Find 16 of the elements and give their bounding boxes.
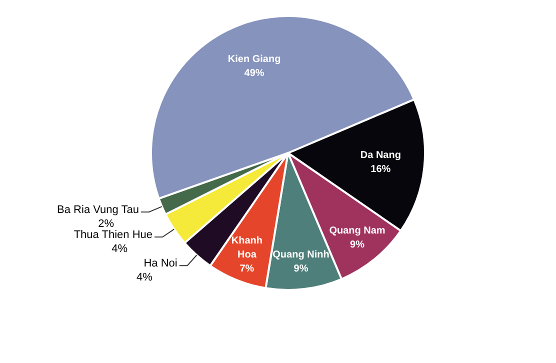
slice-label: Thua Thien Hue bbox=[74, 229, 153, 242]
slice-label: Quang Ninh bbox=[272, 250, 330, 261]
data-label: 7% bbox=[240, 263, 254, 274]
data-label: 16% bbox=[370, 164, 391, 176]
slice-label: Khanh Hoa bbox=[231, 235, 262, 260]
data-label: 9% bbox=[294, 264, 308, 275]
slice-label: Ba Ria Vung Tau bbox=[57, 204, 140, 216]
data-label: 9% bbox=[350, 240, 365, 251]
slice-label: Da Nang bbox=[360, 150, 401, 162]
data-label: 2% bbox=[98, 218, 114, 230]
slice-label: Kien Giang bbox=[228, 54, 281, 65]
slice-label: Ha Noi bbox=[144, 258, 178, 270]
data-label: 4% bbox=[112, 243, 128, 256]
slice-label: Quang Nam bbox=[329, 226, 386, 237]
data-label: 49% bbox=[244, 68, 264, 79]
data-label: 4% bbox=[136, 272, 153, 284]
